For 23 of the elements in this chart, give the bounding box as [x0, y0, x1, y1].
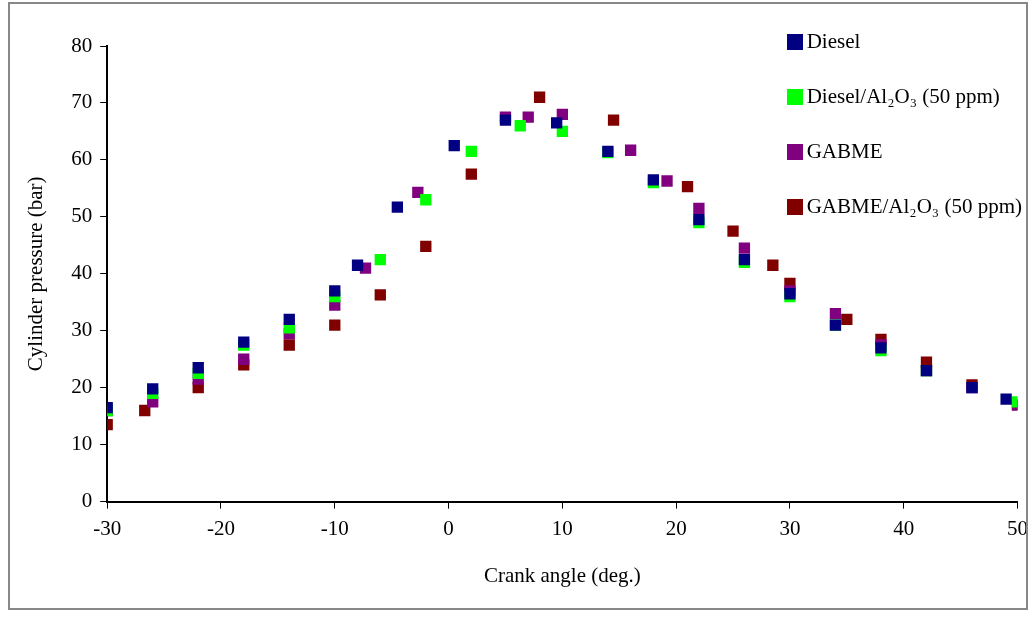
legend-label: GABME/Al₂O₃ (50 ppm) [806, 194, 1022, 219]
legend-label: GABME [806, 139, 883, 164]
legend-label: Diesel [806, 29, 861, 54]
x-tick-label: 20 [665, 515, 687, 540]
x-tick-label: -30 [93, 515, 122, 540]
y-tick-label: 30 [71, 317, 93, 342]
y-axis-title: Cylinder pressure (bar) [23, 176, 48, 372]
x-tick-label: 0 [443, 515, 454, 540]
x-tick-label: 40 [893, 515, 915, 540]
x-tick-label: 30 [779, 515, 801, 540]
x-tick-label: -10 [320, 515, 349, 540]
legend-label: Diesel/Al₂O₃ (50 ppm) [806, 84, 1000, 109]
y-tick-label: 0 [81, 488, 93, 513]
x-axis-title: Crank angle (deg.) [483, 562, 641, 587]
y-tick-label: 10 [71, 431, 93, 456]
x-tick-label: -20 [206, 515, 235, 540]
y-tick-label: 20 [71, 374, 93, 399]
y-tick-label: 60 [71, 146, 93, 171]
x-tick-label: 10 [551, 515, 573, 540]
y-tick-label: 80 [71, 32, 93, 57]
y-tick-label: 70 [71, 89, 93, 114]
y-tick-label: 50 [71, 203, 93, 228]
y-tick-label: 40 [71, 260, 93, 285]
